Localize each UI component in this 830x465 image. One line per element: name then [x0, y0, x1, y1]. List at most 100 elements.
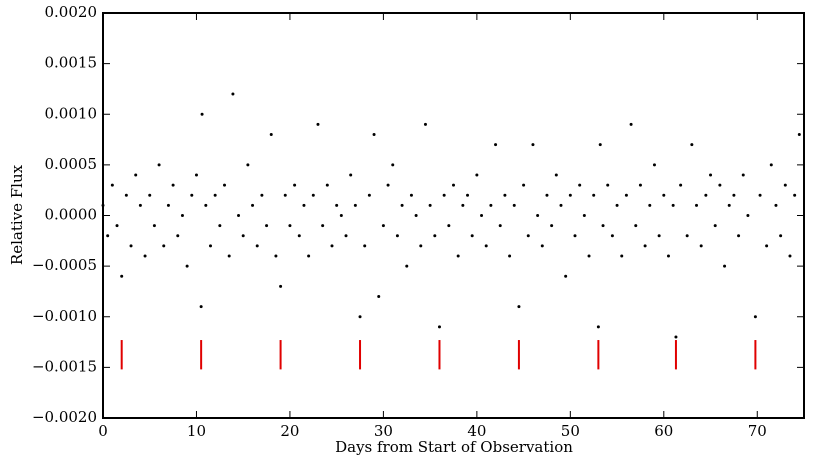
x-tick-label: 10 — [187, 422, 206, 440]
data-point — [554, 173, 558, 177]
data-point — [143, 254, 147, 258]
data-point — [358, 315, 362, 319]
data-point — [293, 183, 297, 187]
data-point — [732, 193, 736, 197]
data-point — [475, 173, 479, 177]
x-tick-label: 20 — [280, 422, 299, 440]
data-point — [138, 203, 142, 207]
data-point — [666, 254, 670, 258]
data-point — [643, 244, 647, 248]
data-point — [498, 224, 502, 228]
data-point — [769, 163, 773, 167]
data-point — [419, 244, 423, 248]
data-point — [517, 305, 521, 309]
data-point — [204, 203, 208, 207]
data-point — [480, 214, 484, 217]
data-point — [428, 203, 432, 207]
data-point — [679, 183, 683, 187]
data-point — [283, 193, 287, 197]
x-tick-label: 60 — [654, 422, 673, 440]
data-point — [536, 214, 540, 217]
data-point — [522, 183, 526, 187]
data-point — [405, 264, 409, 268]
data-point — [330, 244, 334, 248]
data-point — [237, 214, 241, 217]
data-point — [255, 244, 259, 248]
data-point — [400, 203, 404, 207]
data-point — [461, 203, 465, 207]
data-point — [452, 183, 455, 187]
y-tick-label: 0.0005 — [45, 155, 98, 173]
data-point — [456, 254, 460, 258]
data-point — [274, 254, 278, 258]
data-point — [662, 193, 666, 197]
data-point — [391, 163, 395, 167]
data-point — [746, 214, 750, 217]
data-point — [638, 183, 642, 187]
data-point — [540, 244, 544, 248]
data-point — [377, 295, 381, 298]
data-point — [503, 193, 507, 197]
data-point — [302, 203, 306, 207]
data-point — [578, 183, 582, 187]
data-point — [372, 133, 376, 136]
data-point — [695, 203, 699, 207]
data-point — [176, 234, 180, 238]
x-tick-label: 30 — [374, 422, 393, 440]
data-point — [180, 214, 184, 217]
data-point — [363, 244, 367, 248]
data-point — [297, 234, 301, 238]
y-tick-label: 0.0020 — [45, 3, 98, 21]
data-point — [690, 143, 694, 147]
data-point — [437, 325, 441, 329]
data-point — [269, 133, 273, 136]
data-point — [447, 224, 451, 228]
data-point — [265, 224, 269, 228]
data-point — [606, 183, 610, 187]
data-point — [339, 214, 343, 217]
data-point — [120, 274, 124, 278]
data-point — [587, 254, 591, 258]
data-point — [512, 203, 516, 207]
data-point — [620, 254, 624, 258]
data-point — [671, 203, 675, 207]
data-point — [783, 183, 787, 187]
data-point — [279, 284, 283, 288]
data-point — [106, 234, 110, 238]
data-point — [190, 193, 194, 197]
y-tick-label: 0.0010 — [45, 104, 98, 122]
data-point — [386, 183, 390, 187]
data-point — [115, 224, 119, 228]
data-point — [134, 173, 138, 177]
data-point — [526, 234, 530, 238]
data-point — [218, 224, 222, 228]
data-point — [353, 203, 357, 207]
data-point — [624, 193, 628, 197]
data-point — [550, 224, 554, 228]
data-point — [704, 193, 708, 197]
data-point — [674, 335, 678, 339]
data-point — [737, 234, 741, 238]
data-point — [157, 163, 161, 167]
data-point — [367, 193, 371, 197]
data-point — [148, 193, 152, 197]
data-point — [227, 254, 231, 258]
data-point — [223, 183, 227, 187]
data-point — [129, 244, 133, 248]
data-point — [741, 173, 745, 177]
data-point — [470, 234, 474, 238]
data-point — [723, 264, 727, 268]
y-tick-label: −0.0005 — [32, 256, 97, 274]
data-point — [200, 112, 204, 116]
data-point — [423, 122, 427, 126]
data-point — [185, 264, 189, 268]
data-point — [657, 234, 661, 238]
x-axis-label: Days from Start of Observation — [335, 438, 573, 456]
data-point — [765, 244, 769, 248]
data-point — [442, 193, 446, 197]
data-point — [381, 224, 385, 228]
data-point — [615, 203, 619, 207]
data-point — [325, 183, 329, 187]
data-point — [629, 122, 633, 126]
data-point — [162, 244, 166, 248]
